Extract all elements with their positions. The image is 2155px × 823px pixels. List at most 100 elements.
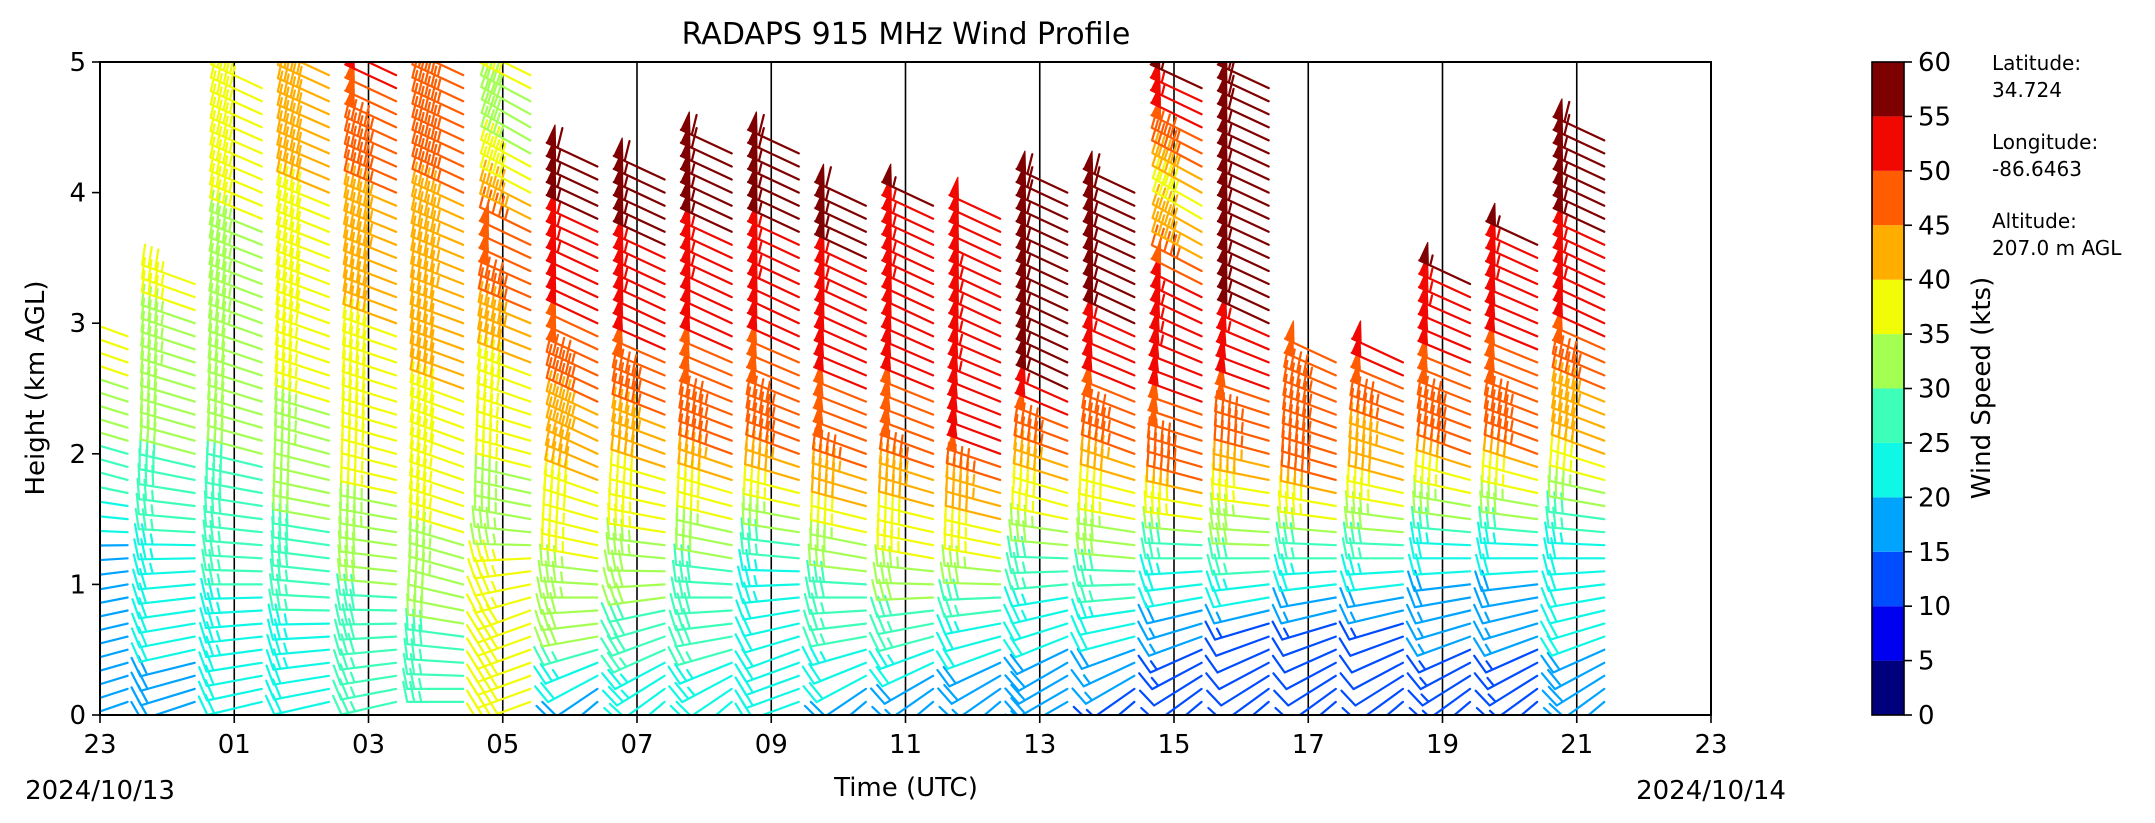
- wind-barb: [1138, 661, 1203, 691]
- wind-barb: [1210, 477, 1270, 508]
- wind-barb: [100, 700, 129, 713]
- y-tick-label: 1: [69, 570, 86, 600]
- wind-barb: [1009, 502, 1069, 534]
- wind-barb: [741, 502, 800, 534]
- colorbar-tick-label: 0: [1918, 701, 1935, 731]
- y-axis-label: Height (km AGL): [21, 280, 51, 495]
- wind-barb: [410, 188, 465, 233]
- date-start-label: 2024/10/13: [25, 776, 175, 806]
- wind-barb: [1338, 648, 1404, 674]
- wind-barb: [336, 573, 398, 599]
- colorbar-bin: [1872, 388, 1904, 443]
- x-tick-label: 09: [755, 730, 788, 760]
- wind-barb: [1480, 474, 1539, 508]
- wind-barb: [411, 62, 465, 103]
- wind-barb: [408, 521, 465, 560]
- wind-barb: [130, 655, 196, 678]
- wind-barb: [474, 473, 532, 508]
- wind-barb: [480, 92, 532, 142]
- wind-barb: [138, 447, 196, 481]
- chart-title: RADAPS 915 MHz Wind Profile: [682, 17, 1131, 52]
- wind-barb: [132, 568, 196, 591]
- wind-barb: [209, 83, 263, 129]
- wind-barb: [273, 404, 330, 442]
- wind-barb: [1080, 399, 1136, 442]
- wind-barb: [268, 588, 330, 612]
- wind-barb: [100, 544, 129, 547]
- wind-barb: [527, 62, 532, 64]
- wind-barb: [533, 644, 599, 667]
- colorbar-tick-label: 45: [1918, 211, 1951, 241]
- wind-barb: [409, 440, 465, 481]
- wind-barb: [130, 669, 196, 692]
- wind-profile-column: [600, 137, 666, 715]
- wind-barb: [1251, 700, 1270, 715]
- wind-barb: [275, 229, 330, 273]
- wind-barb: [877, 470, 935, 508]
- wind-barb: [479, 132, 532, 181]
- wind-barb: [944, 484, 1002, 521]
- wind-barb: [1550, 386, 1606, 429]
- wind-barb: [274, 336, 330, 377]
- wind-barb: [411, 161, 465, 207]
- wind-barb: [409, 322, 465, 364]
- wind-profile-column: [197, 62, 263, 715]
- wind-barb: [1146, 444, 1203, 481]
- wind-barb: [343, 149, 398, 194]
- wind-barb: [1213, 432, 1270, 468]
- wind-barb: [476, 334, 532, 377]
- wind-barb: [1541, 674, 1606, 707]
- colorbar-label: Wind Speed (kts): [1967, 277, 1997, 499]
- wind-barb: [677, 427, 733, 468]
- wind-barb: [273, 431, 330, 468]
- wind-barb: [402, 652, 465, 677]
- wind-barb: [545, 409, 599, 455]
- wind-barb: [141, 243, 196, 286]
- wind-barb: [206, 390, 263, 429]
- wind-barb: [1271, 635, 1337, 657]
- wind-barb: [477, 253, 532, 299]
- wind-barb: [1347, 459, 1404, 495]
- x-tick-label: 03: [352, 730, 385, 760]
- wind-barb: [197, 679, 263, 702]
- wind-barb: [344, 96, 398, 142]
- wind-barb: [1208, 522, 1270, 547]
- wind-barb: [541, 497, 599, 534]
- date-end-label: 2024/10/14: [1636, 776, 1786, 806]
- wind-barb-flag: [1147, 390, 1159, 414]
- wind-barb: [466, 589, 532, 614]
- wind-barb: [938, 578, 1002, 601]
- wind-barb: [1550, 413, 1606, 455]
- wind-barb: [100, 515, 129, 521]
- wind-barb: [476, 362, 532, 403]
- wind-barb: [1414, 444, 1472, 481]
- wind-barb: [1405, 620, 1472, 641]
- wind-barb-flag: [1214, 378, 1226, 402]
- wind-barb: [272, 473, 330, 508]
- wind-barb: [365, 62, 398, 77]
- wind-barb: [1273, 674, 1337, 707]
- wind-barb: [936, 661, 1002, 688]
- wind-barb: [339, 473, 398, 508]
- wind-barb: [1547, 474, 1606, 508]
- wind-barb: [200, 563, 263, 586]
- wind-barb: [411, 108, 465, 155]
- wind-barb: [877, 484, 935, 521]
- wind-barb: [1204, 648, 1270, 674]
- wind-barb: [1416, 400, 1472, 442]
- wind-barb: [1013, 399, 1069, 442]
- wind-barb: [602, 674, 666, 707]
- wind-barb: [266, 618, 330, 641]
- wind-barb: [479, 146, 532, 194]
- wind-barb: [1005, 551, 1069, 575]
- wind-barb: [265, 648, 330, 671]
- wind-barb: [198, 650, 263, 673]
- wind-barb: [206, 417, 263, 455]
- wind-barb: [1280, 429, 1337, 468]
- wind-barb: [1478, 505, 1539, 534]
- wind-barb: [1271, 603, 1337, 625]
- wind-barb: [297, 62, 330, 77]
- wind-barb: [411, 62, 465, 90]
- wind-profile-column: [1137, 62, 1203, 715]
- wind-barb: [1003, 648, 1069, 676]
